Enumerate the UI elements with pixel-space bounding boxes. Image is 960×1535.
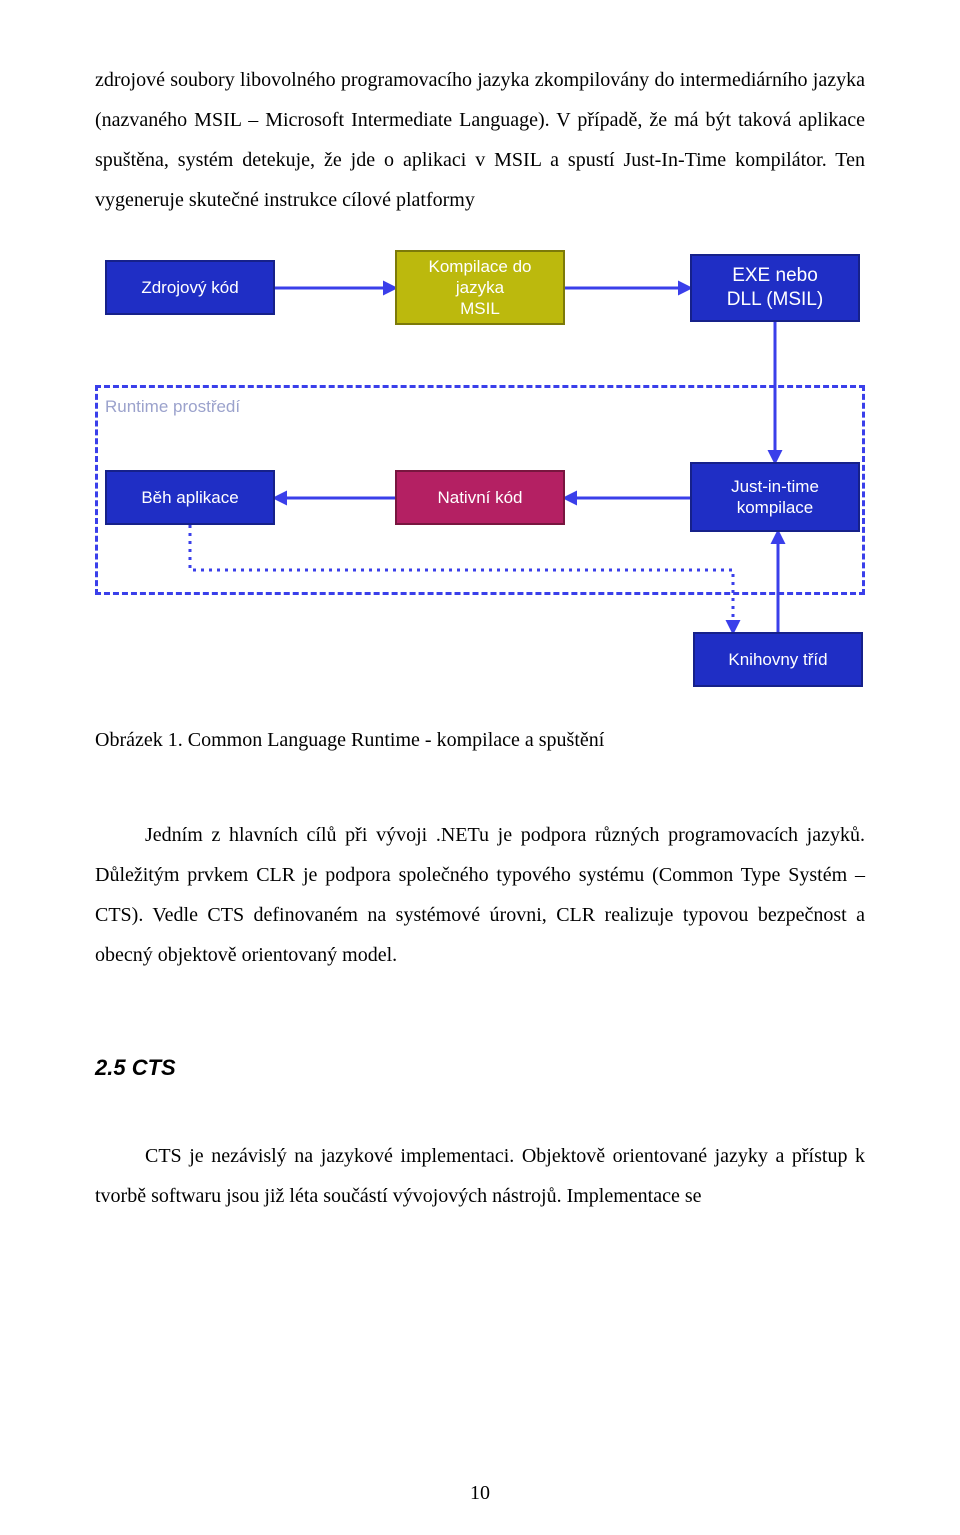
- node-jit: Just-in-timekompilace: [690, 462, 860, 532]
- node-nat: Nativní kód: [395, 470, 565, 525]
- node-src: Zdrojový kód: [105, 260, 275, 315]
- paragraph-middle: Jedním z hlavních cílů při vývoji .NETu …: [95, 815, 865, 975]
- figure-caption: Obrázek 1. Common Language Runtime - kom…: [95, 720, 865, 760]
- paragraph-bottom: CTS je nezávislý na jazykové implementac…: [95, 1136, 865, 1216]
- page-number: 10: [0, 1482, 960, 1505]
- clr-diagram: Runtime prostředí Zdrojový kód Kompilace d…: [95, 250, 865, 690]
- node-lib: Knihovny tříd: [693, 632, 863, 687]
- node-msil: Kompilace dojazykaMSIL: [395, 250, 565, 325]
- node-exe: EXE neboDLL (MSIL): [690, 254, 860, 322]
- runtime-label: Runtime prostředí: [105, 397, 240, 417]
- section-heading-cts: 2.5 CTS: [95, 1055, 865, 1081]
- paragraph-top: zdrojové soubory libovolného programovac…: [95, 60, 865, 220]
- node-run: Běh aplikace: [105, 470, 275, 525]
